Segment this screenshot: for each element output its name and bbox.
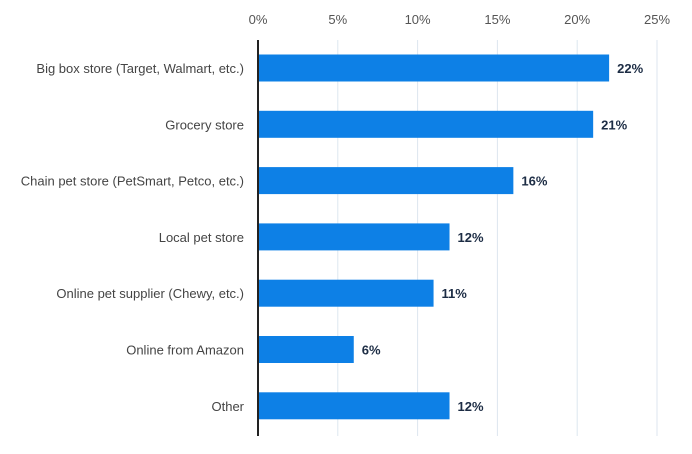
- value-label: 12%: [458, 399, 484, 414]
- category-label: Chain pet store (PetSmart, Petco, etc.): [21, 174, 244, 189]
- value-label: 22%: [617, 61, 643, 76]
- x-tick-label: 5%: [328, 12, 347, 27]
- value-label: 16%: [521, 174, 547, 189]
- x-tick-label: 0%: [249, 12, 268, 27]
- category-label: Local pet store: [159, 230, 244, 245]
- x-tick-label: 20%: [564, 12, 590, 27]
- category-label: Other: [211, 399, 244, 414]
- bar: [258, 279, 434, 307]
- x-axis-ticks: 0% 5% 10% 15% 20% 25%: [249, 12, 671, 27]
- category-labels: Big box store (Target, Walmart, etc.) Gro…: [21, 61, 245, 414]
- bar: [258, 336, 354, 363]
- category-label: Online from Amazon: [126, 343, 244, 358]
- x-tick-label: 15%: [484, 12, 510, 27]
- value-label: 12%: [458, 230, 484, 245]
- bar: [258, 223, 450, 251]
- bars: [258, 54, 610, 420]
- bar: [258, 54, 610, 82]
- bar: [258, 167, 514, 195]
- value-label: 6%: [362, 343, 381, 358]
- x-tick-label: 10%: [405, 12, 431, 27]
- value-label: 21%: [601, 117, 627, 132]
- x-tick-label: 25%: [644, 12, 670, 27]
- category-label: Grocery store: [165, 117, 244, 132]
- value-label: 11%: [442, 286, 468, 301]
- category-label: Big box store (Target, Walmart, etc.): [36, 61, 244, 76]
- bar: [258, 392, 450, 420]
- bar: [258, 110, 594, 138]
- category-label: Online pet supplier (Chewy, etc.): [56, 286, 244, 301]
- value-labels: 22% 21% 16% 12% 11% 6% 12%: [362, 61, 644, 414]
- gridlines: [337, 40, 658, 436]
